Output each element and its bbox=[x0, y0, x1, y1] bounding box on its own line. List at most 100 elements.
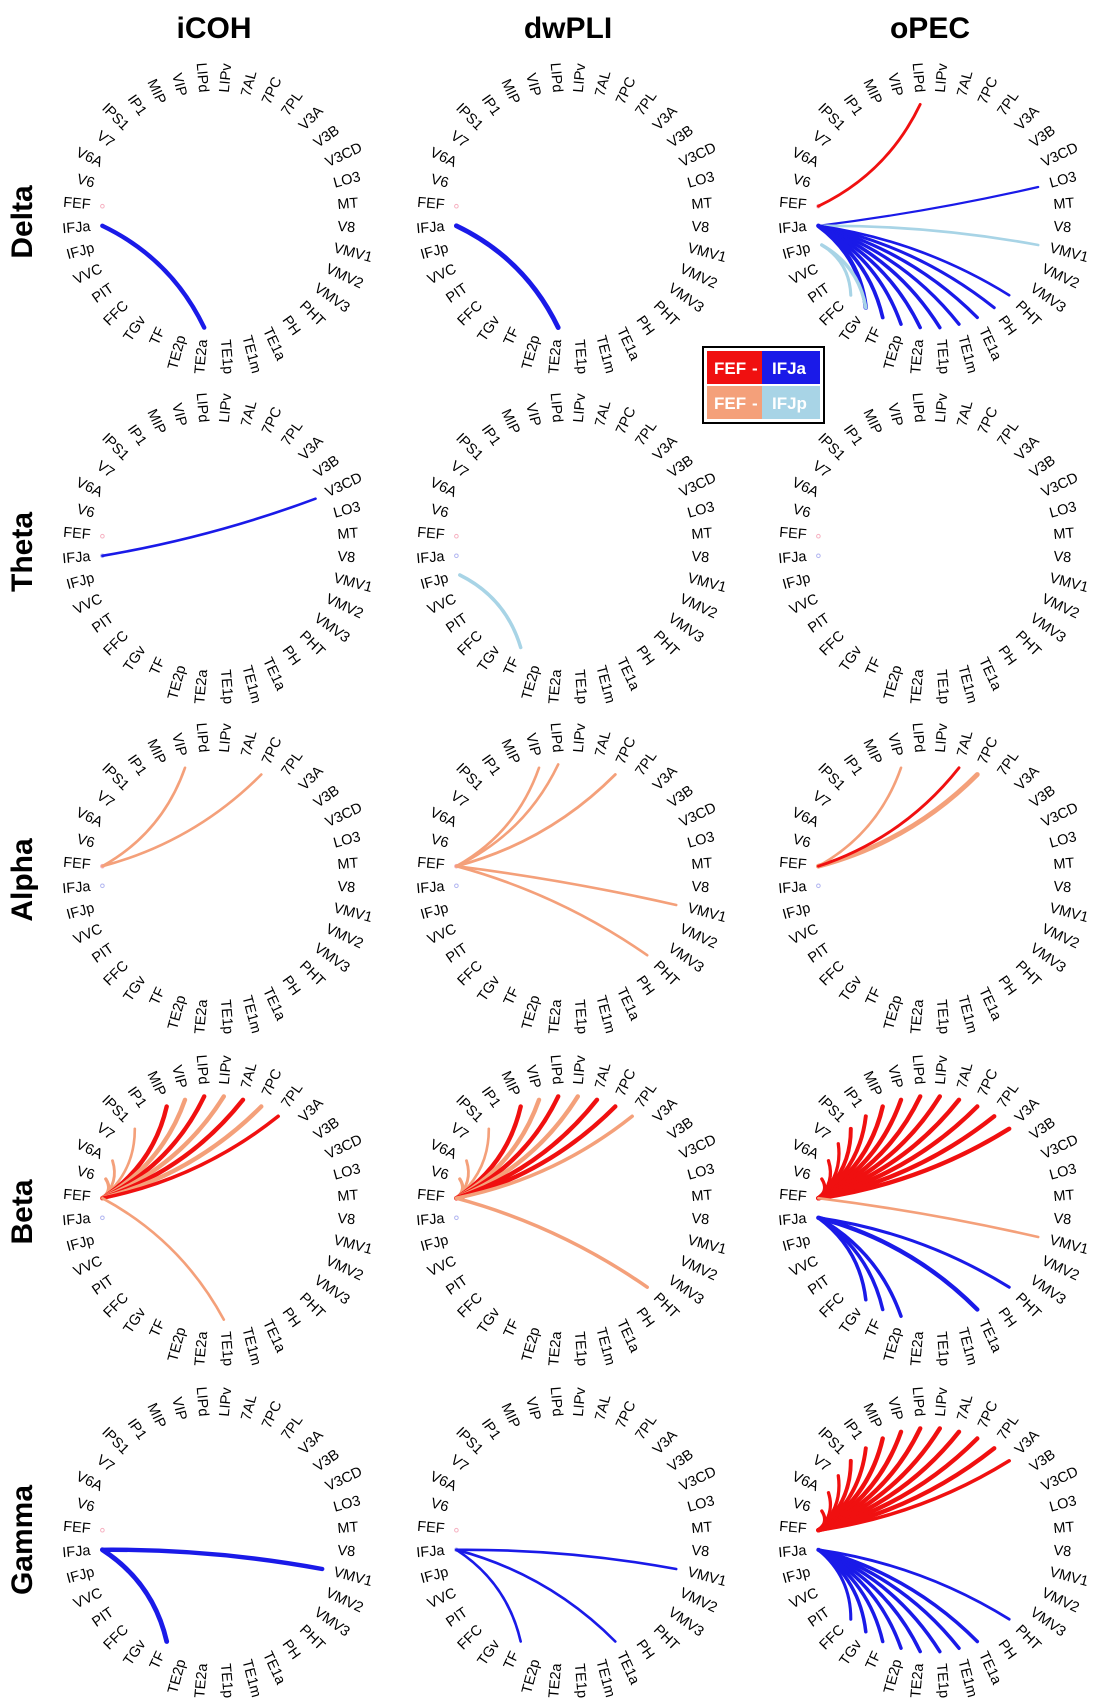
node-label-ifjp: IFJp bbox=[419, 570, 450, 593]
node-label-te1a: TE1a bbox=[259, 325, 289, 364]
node-label-v7: V7 bbox=[447, 788, 471, 811]
edge-fef-7pc bbox=[454, 773, 617, 868]
node-label-te2p: TE2p bbox=[165, 994, 189, 1032]
node-label-mt: MT bbox=[691, 1187, 713, 1205]
legend-swatch-fef-ifjp-fef bbox=[707, 386, 762, 419]
panel-theta-icoh: LIPv 7AL7PC7PLV3AV3BV3CDLO3MTV8VMV1VMV2VM… bbox=[62, 392, 374, 705]
row-title-alpha: Alpha bbox=[6, 838, 39, 922]
node-marker-ifja bbox=[100, 1215, 105, 1221]
node-label-v8: V8 bbox=[1053, 1211, 1072, 1228]
node-label-vmv1: VMV1 bbox=[1048, 1232, 1090, 1258]
node-label-mip: MIP bbox=[859, 737, 884, 767]
node-label-te2a: TE2a bbox=[546, 1662, 565, 1699]
node-label-te1p: TE1p bbox=[933, 1331, 952, 1367]
node-label-te2p: TE2p bbox=[881, 334, 905, 372]
panel-alpha-opec: LIPv 7AL7PC7PLV3AV3BV3CDLO3MTV8VMV1VMV2VM… bbox=[778, 722, 1090, 1035]
node-label-lipd: LIPd bbox=[547, 722, 566, 753]
node-label-lo3: LO3 bbox=[1048, 829, 1079, 852]
node-label-v8: V8 bbox=[1053, 1543, 1072, 1560]
node-label-fef: FEF bbox=[63, 525, 92, 543]
node-label-7pc: 7PC bbox=[613, 1067, 639, 1099]
node-label-7pc: 7PC bbox=[259, 1399, 285, 1431]
node-label-lipv: LIPv bbox=[933, 392, 952, 423]
node-label-te1a: TE1a bbox=[975, 655, 1005, 694]
node-label-fef: FEF bbox=[779, 1187, 808, 1205]
panel-alpha-icoh: LIPv 7AL7PC7PLV3AV3BV3CDLO3MTV8VMV1VMV2VM… bbox=[62, 722, 374, 1035]
node-label-v8: V8 bbox=[1053, 879, 1072, 896]
node-label-te1p: TE1p bbox=[571, 1331, 590, 1367]
node-label-ip1: IP1 bbox=[478, 1084, 504, 1111]
node-label-7pl: 7PL bbox=[995, 89, 1023, 119]
node-label-te1a: TE1a bbox=[259, 1649, 289, 1688]
node-label-te1m: TE1m bbox=[954, 994, 979, 1035]
node-marker-ifja bbox=[454, 553, 459, 559]
node-label-te1a: TE1a bbox=[975, 985, 1005, 1024]
node-label-pit: PIT bbox=[443, 280, 471, 306]
node-label-mt: MT bbox=[691, 195, 713, 213]
node-label-te1m: TE1m bbox=[238, 994, 263, 1035]
node-label-v3b: V3B bbox=[665, 453, 697, 482]
node-label-7pl: 7PL bbox=[633, 1081, 661, 1111]
column-title-icoh: iCOH bbox=[177, 12, 252, 45]
node-label-ifjp: IFJp bbox=[65, 900, 96, 923]
node-label-7pc: 7PC bbox=[613, 75, 639, 107]
node-label-v6a: V6A bbox=[427, 475, 459, 501]
node-label-v6a: V6A bbox=[789, 475, 821, 501]
node-label-vip: VIP bbox=[884, 1396, 906, 1423]
node-label-mip: MIP bbox=[497, 1069, 522, 1099]
node-label-te2p: TE2p bbox=[519, 1658, 543, 1696]
node-label-vip: VIP bbox=[168, 1396, 190, 1423]
node-label-mip: MIP bbox=[143, 1069, 168, 1099]
node-label-mip: MIP bbox=[143, 77, 168, 107]
node-label-te1p: TE1p bbox=[571, 999, 590, 1035]
node-label-tgv: TGv bbox=[837, 642, 866, 674]
panel-beta-opec: LIPv 7AL7PC7PLV3AV3BV3CDLO3MTV8VMV1VMV2VM… bbox=[778, 1054, 1090, 1367]
circle-panels: LIPv 7AL7PC7PLV3AV3BV3CDLO3MTV8VMV1VMV2VM… bbox=[62, 62, 1090, 1699]
node-label-v3b: V3B bbox=[1027, 783, 1059, 812]
node-label-tgv: TGv bbox=[121, 972, 150, 1004]
node-label-lipd: LIPd bbox=[909, 722, 928, 753]
node-label-ip1: IP1 bbox=[478, 422, 504, 449]
node-label-vip: VIP bbox=[522, 402, 544, 429]
node-label-pit: PIT bbox=[805, 1604, 833, 1630]
node-label-lipv: LIPv bbox=[571, 1386, 590, 1417]
node-label-vvc: VVC bbox=[425, 261, 459, 288]
node-label-v6: V6 bbox=[429, 502, 450, 522]
edge-ifja-v3cd bbox=[101, 497, 317, 558]
node-label-mip: MIP bbox=[143, 1401, 168, 1431]
node-label-vmv1: VMV1 bbox=[686, 1232, 728, 1258]
node-label-ip1: IP1 bbox=[840, 752, 866, 779]
edge-fef-7pc bbox=[101, 773, 263, 868]
node-label-mip: MIP bbox=[497, 1401, 522, 1431]
node-label-ifja: IFJa bbox=[62, 549, 92, 567]
node-label-tf: TF bbox=[501, 985, 523, 1008]
node-marker-fef bbox=[454, 1527, 459, 1533]
node-label-fef: FEF bbox=[63, 1519, 92, 1537]
node-label-mt: MT bbox=[1053, 1187, 1075, 1205]
node-label-te1p: TE1p bbox=[217, 1663, 236, 1699]
panel-beta-icoh: LIPv 7AL7PC7PLV3AV3BV3CDLO3MTV8VMV1VMV2VM… bbox=[62, 1054, 374, 1367]
node-label-vmv1: VMV1 bbox=[332, 240, 374, 266]
panel-gamma-icoh: LIPv 7AL7PC7PLV3AV3BV3CDLO3MTV8VMV1VMV2VM… bbox=[62, 1386, 374, 1699]
node-label-mt: MT bbox=[337, 525, 359, 543]
node-label-v7: V7 bbox=[809, 788, 833, 811]
node-label-pit: PIT bbox=[89, 1272, 117, 1298]
legend-label-fef-2: FEF bbox=[714, 394, 746, 413]
node-label-lipv: LIPv bbox=[217, 392, 236, 423]
node-label-te2p: TE2p bbox=[881, 994, 905, 1032]
node-label-v7: V7 bbox=[93, 1452, 117, 1475]
node-label-v3b: V3B bbox=[665, 1115, 697, 1144]
node-label-pit: PIT bbox=[805, 1272, 833, 1298]
node-label-mt: MT bbox=[691, 1519, 713, 1537]
node-label-fef: FEF bbox=[779, 195, 808, 213]
node-marker-ifja bbox=[100, 883, 105, 889]
node-label-te2a: TE2a bbox=[192, 998, 211, 1035]
node-label-lo3: LO3 bbox=[1048, 1493, 1079, 1516]
node-label-ifjp: IFJp bbox=[781, 900, 812, 923]
node-label-lo3: LO3 bbox=[686, 1161, 717, 1184]
node-label-ifjp: IFJp bbox=[419, 1232, 450, 1255]
panel-delta-dwpli: LIPv 7AL7PC7PLV3AV3BV3CDLO3MTV8VMV1VMV2VM… bbox=[416, 62, 728, 375]
node-label-7pc: 7PC bbox=[975, 1067, 1001, 1099]
edge-fef-v3a bbox=[816, 1126, 1012, 1201]
node-label-ifjp: IFJp bbox=[781, 1232, 812, 1255]
